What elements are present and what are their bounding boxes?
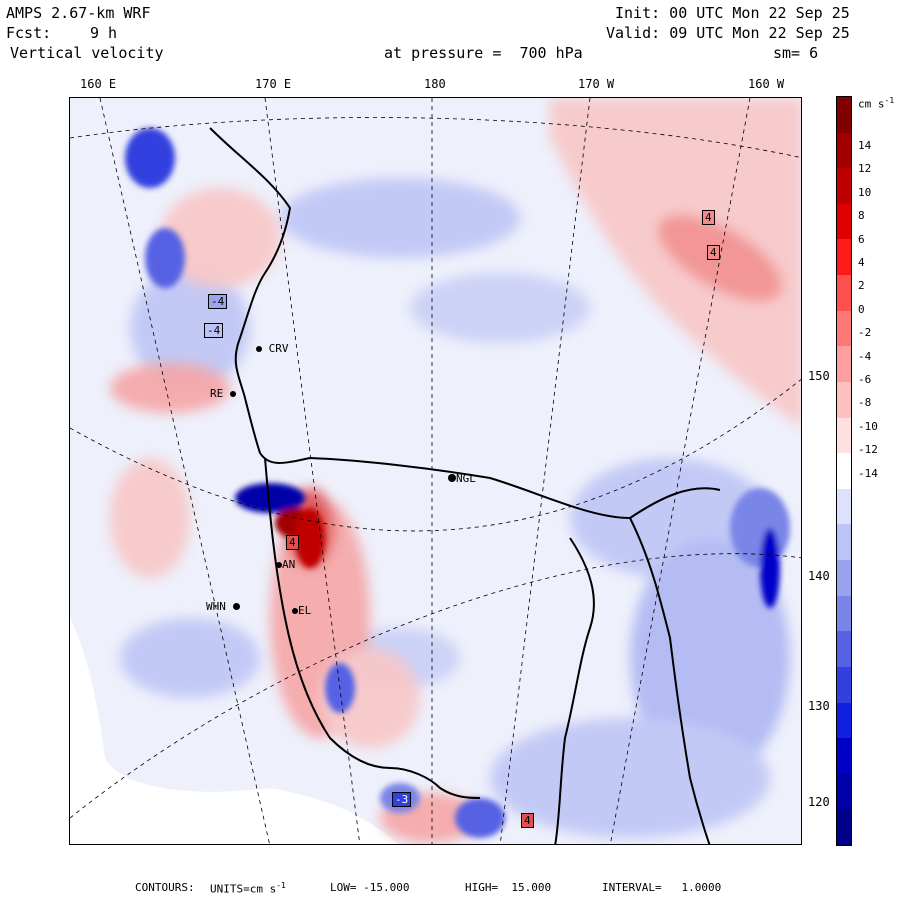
contour-box: 4 xyxy=(521,813,534,828)
colorbar-segment xyxy=(837,666,851,703)
colorbar-segment xyxy=(837,417,851,454)
station-el[interactable]: EL xyxy=(292,604,311,617)
station-ngl[interactable]: NGL xyxy=(448,472,476,485)
colorbar-tick-label: 12 xyxy=(858,162,872,176)
colorbar-segment xyxy=(837,488,851,525)
colorbar-segment xyxy=(837,809,851,846)
footer-contours-label: CONTOURS: xyxy=(135,881,195,894)
colorbar-units: cm s-1 xyxy=(858,96,895,111)
colorbar-tick-label: 8 xyxy=(858,209,865,223)
fcst-value: 9 h xyxy=(90,24,118,42)
colorbar-tick-label: 14 xyxy=(858,139,872,152)
colorbar-tick-label: -10 xyxy=(858,419,878,433)
footer-units: UNITS=cm s-1 xyxy=(210,881,286,896)
colorbar-tick-label: -4 xyxy=(858,349,872,363)
positive-areas xyxy=(110,98,801,843)
fcst-label: Fcst: xyxy=(6,24,52,42)
colorbar-tick-label: -12 xyxy=(858,443,878,457)
colorbar xyxy=(836,96,852,846)
contour-box: -4 xyxy=(208,294,228,309)
valid-time: Valid: 09 UTC Mon 22 Sep 25 xyxy=(606,24,850,42)
colorbar-segment xyxy=(837,203,851,240)
colorbar-segment xyxy=(837,168,851,205)
colorbar-tick-label: 10 xyxy=(858,185,872,199)
colorbar-segment xyxy=(837,275,851,312)
lon-label-170w: 170 W xyxy=(578,77,615,91)
colorbar-segment xyxy=(837,239,851,276)
footer-high: HIGH= 15.000 xyxy=(465,881,552,894)
lon-label-160w: 160 W xyxy=(748,77,785,91)
station-re[interactable]: RE xyxy=(210,387,236,400)
smoothing: sm= 6 xyxy=(773,44,819,62)
contour-box: -3 xyxy=(392,792,412,807)
station-whn[interactable]: WHN xyxy=(206,600,240,613)
contour-box: -4 xyxy=(204,323,224,338)
station-crv[interactable]: CRV xyxy=(256,342,289,355)
graticule xyxy=(70,98,801,844)
colorbar-tick-label: -14 xyxy=(858,466,878,480)
contour-box: 4 xyxy=(702,210,715,225)
footer-interval: INTERVAL= 1.0000 xyxy=(602,881,722,894)
lon-label-160e: 160 E xyxy=(80,77,117,91)
map-panel[interactable]: CRV RE NGL WHN EL AN 4 4 -4 -4 -3 4 4 xyxy=(69,97,802,845)
outside-domain xyxy=(70,618,398,844)
colorbar-tick-label: -8 xyxy=(858,396,872,410)
colorbar-segment xyxy=(837,453,851,490)
colorbar-tick-label: 4 xyxy=(858,256,865,269)
colorbar-tick-label: 6 xyxy=(858,232,865,246)
colorbar-segment xyxy=(837,595,851,632)
footer-low: LOW= -15.000 xyxy=(330,881,410,894)
lon-label-170e: 170 E xyxy=(255,77,292,91)
colorbar-segment xyxy=(837,738,851,775)
model-title: AMPS 2.67-km WRF xyxy=(6,4,151,22)
contour-box: 4 xyxy=(707,245,720,260)
colorbar-segment xyxy=(837,631,851,668)
map-svg xyxy=(70,98,801,844)
colorbar-segment xyxy=(837,346,851,383)
contour-box: 4 xyxy=(286,535,299,550)
colorbar-segment xyxy=(837,524,851,561)
colorbar-tick-label: -6 xyxy=(858,373,872,386)
colorbar-segment xyxy=(837,132,851,169)
station-an[interactable]: AN xyxy=(276,558,295,571)
colorbar-segment xyxy=(837,381,851,419)
lon-label-180: 180 xyxy=(424,77,446,91)
colorbar-tick-label: -2 xyxy=(858,326,872,340)
colorbar-segment xyxy=(837,773,851,810)
colorbar-segment xyxy=(837,560,851,597)
intense-cells xyxy=(125,128,790,838)
pressure-level: at pressure = 700 hPa xyxy=(384,44,583,62)
colorbar-segment xyxy=(837,310,851,347)
colorbar-segment xyxy=(837,702,851,739)
field-name: Vertical velocity xyxy=(10,44,164,62)
init-time: Init: 00 UTC Mon 22 Sep 25 xyxy=(615,4,850,22)
colorbar-tick-label: 2 xyxy=(858,279,865,293)
coastline xyxy=(209,127,721,844)
colorbar-tick-label: 0 xyxy=(858,302,865,316)
colorbar-segment xyxy=(837,97,851,134)
